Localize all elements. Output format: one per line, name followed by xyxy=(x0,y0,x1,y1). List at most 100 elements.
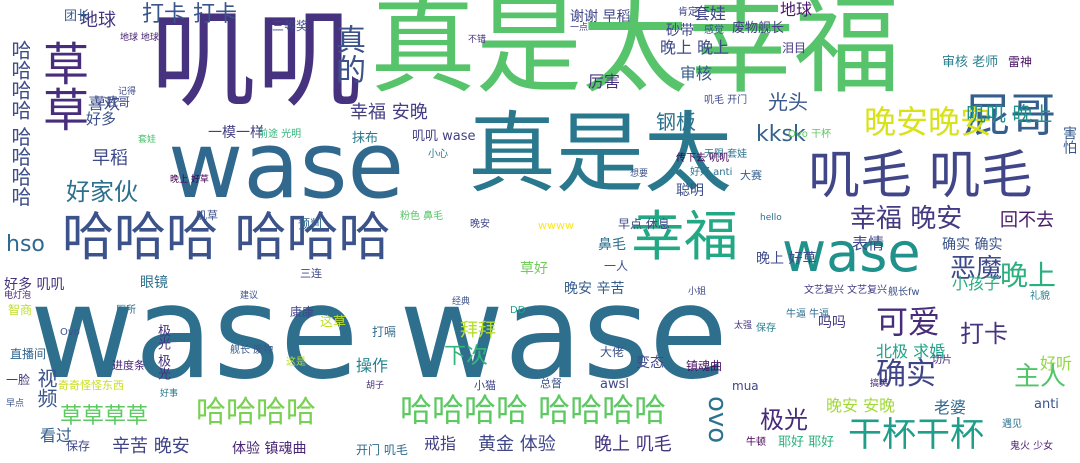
word: 小猫 xyxy=(474,379,496,392)
word: 小孩子 xyxy=(952,274,1001,293)
word: 文艺复兴 文艺复兴 xyxy=(804,285,888,296)
word: 草屁哥 xyxy=(94,95,131,109)
word: 一模一样 xyxy=(208,125,264,141)
word: 大赛 xyxy=(740,169,762,182)
word: 可爱 xyxy=(876,303,941,341)
word: 审核 xyxy=(680,64,713,83)
word: 草草草草 xyxy=(60,404,149,429)
word: 主人 xyxy=(1014,362,1067,392)
word: 肯定 xyxy=(678,7,698,18)
word: 镇魂曲 xyxy=(686,359,723,373)
word: 好好 anti xyxy=(690,167,733,178)
word: 钢板 xyxy=(656,110,696,134)
word: 一点 xyxy=(570,23,589,33)
word: 电灯泡 xyxy=(4,291,32,301)
word: 早点 休息 xyxy=(618,217,670,231)
word: 无限 套娃 xyxy=(704,149,748,160)
word: 叽叽 晚上 xyxy=(966,102,1053,126)
word: 叽毛 叽毛 xyxy=(808,146,1033,206)
word: 砂带 xyxy=(666,23,694,39)
word: 套娃 xyxy=(138,135,157,145)
word: wase wase xyxy=(30,259,728,408)
word: Ovo xyxy=(60,327,80,338)
word: 好事 xyxy=(160,389,179,399)
word: 厉害 xyxy=(588,72,621,91)
word: 保存 xyxy=(756,323,776,334)
word: 胡子 xyxy=(366,381,385,391)
word: 晚安晚安 xyxy=(864,103,993,141)
word: 下次 xyxy=(444,344,489,369)
word: 幸福 晚安 xyxy=(850,204,963,234)
word: 晚上 叽毛 xyxy=(594,434,672,455)
word: 经典 xyxy=(452,297,471,307)
word: 奇奇怪怪东西 xyxy=(58,379,124,392)
word: 哈哈哈哈 哈哈哈哈 xyxy=(400,391,667,429)
word: hello xyxy=(760,213,782,223)
word: 拜拜 xyxy=(460,320,496,341)
word: wase xyxy=(782,221,921,284)
word: 智商 xyxy=(8,303,33,317)
word: 干杯干杯 xyxy=(848,415,984,455)
word: 谢谢 早稻 xyxy=(570,9,631,25)
word: 哈哈哈哈 xyxy=(196,395,316,430)
word: 打嗝 xyxy=(372,325,397,339)
word: 黄金 体验 xyxy=(478,434,556,455)
word: 厕所 xyxy=(116,305,136,316)
word: 早点 xyxy=(6,399,25,409)
word: 好多 xyxy=(86,110,117,128)
word: 表情 xyxy=(852,234,885,253)
word: 体验 镇魂曲 xyxy=(232,441,307,457)
word: 小心 xyxy=(428,149,448,160)
word: 废物舰长 xyxy=(732,21,785,36)
word: 吗吗 xyxy=(818,315,846,331)
word: 真是太幸福 xyxy=(370,0,900,108)
word: 看过 xyxy=(40,426,73,445)
word: 切片 xyxy=(932,355,952,366)
word: 戒指 xyxy=(424,434,457,453)
word: 眼镜 xyxy=(140,275,168,291)
word: 确实 xyxy=(876,357,936,392)
word: 叽叽 xyxy=(150,0,362,122)
word: 直播间 xyxy=(10,347,47,361)
word: 礼貌 xyxy=(1030,291,1050,302)
word: 哈哈哈哈 哈哈哈哈 xyxy=(10,40,30,207)
word: 打卡 打卡 xyxy=(142,2,237,27)
word: 小姐 xyxy=(688,287,707,297)
word: 晚上 好草 xyxy=(170,175,209,185)
word: 打卡 xyxy=(960,320,1008,348)
word: mua xyxy=(732,379,759,393)
word: 真的 xyxy=(330,24,365,84)
word: 雷神 xyxy=(1008,55,1033,69)
word: 保存 xyxy=(66,439,91,453)
word: 草好 xyxy=(520,261,548,277)
word: 好多 叽叽 xyxy=(4,277,65,293)
word: kksk xyxy=(756,122,806,147)
word: 搞笑 xyxy=(870,379,889,389)
word: 视频 xyxy=(34,368,58,408)
word: 极光 极光 xyxy=(155,324,170,381)
word: 不错 xyxy=(468,35,487,45)
word: 叽叽 wase xyxy=(412,129,476,144)
word: 这草 xyxy=(320,315,347,330)
word: 回不去 xyxy=(1000,210,1054,231)
word: hso xyxy=(6,232,45,257)
word: 泪目 xyxy=(782,41,807,55)
word: 屁哥 xyxy=(964,88,1056,142)
word: 一脸 xyxy=(6,373,31,387)
word: 喜欢 xyxy=(88,94,121,113)
word: 好听 xyxy=(1040,354,1073,373)
word: 早稻 xyxy=(92,148,128,169)
word: 记得 xyxy=(118,87,137,97)
word: ovo xyxy=(702,396,732,444)
word: DD xyxy=(510,305,526,316)
word: 团长 xyxy=(64,9,91,24)
word: 三等奖 xyxy=(272,19,309,33)
word: 舰长 废物 xyxy=(230,345,274,356)
word: 光头 xyxy=(768,90,808,114)
word: 地球 xyxy=(80,10,116,31)
word: 地球 地球 xyxy=(120,33,159,43)
word: 套娃 xyxy=(694,4,727,23)
word: 一人 xyxy=(604,259,629,273)
word: 前途 光明 xyxy=(258,129,302,140)
